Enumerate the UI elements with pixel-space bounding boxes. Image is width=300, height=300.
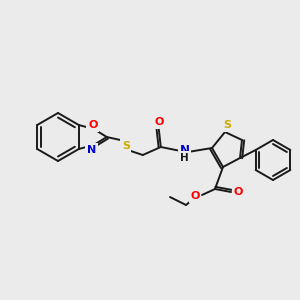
- Text: O: O: [88, 120, 98, 130]
- Text: N: N: [180, 143, 190, 157]
- Text: O: O: [154, 117, 164, 127]
- Text: S: S: [122, 141, 130, 151]
- Text: S: S: [223, 120, 231, 130]
- Text: H: H: [180, 153, 189, 163]
- Text: N: N: [87, 145, 96, 155]
- Text: O: O: [233, 187, 243, 197]
- Text: O: O: [190, 191, 200, 201]
